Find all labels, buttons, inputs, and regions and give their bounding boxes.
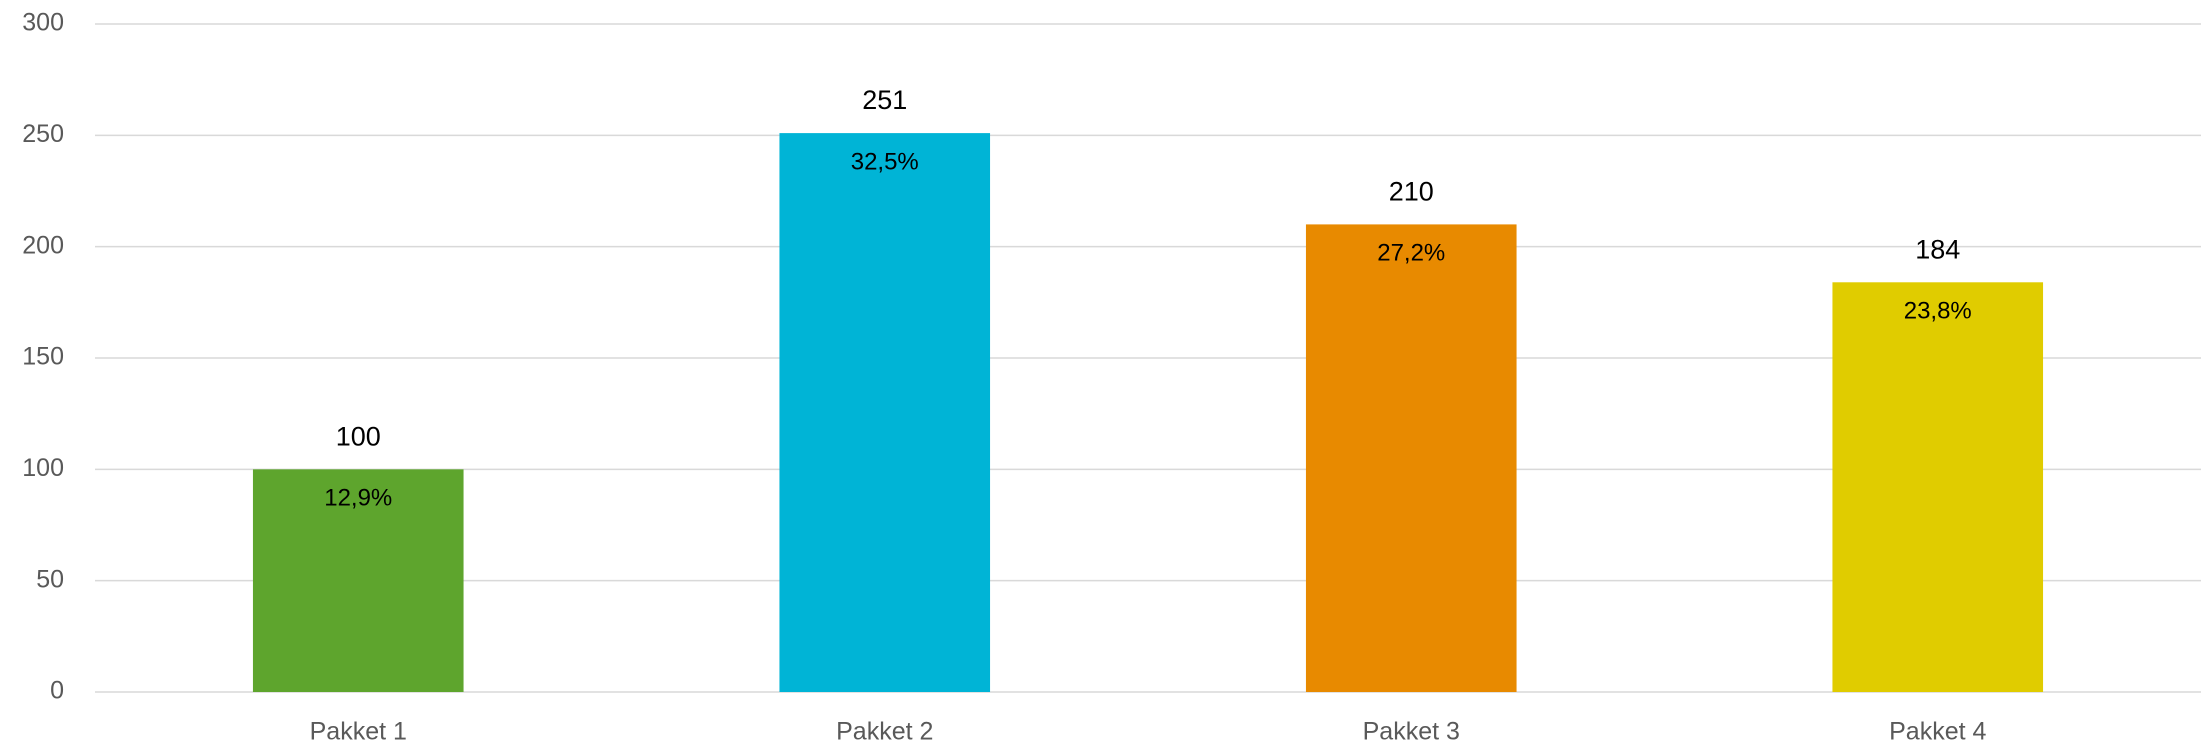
value-label: 100: [336, 421, 381, 451]
x-tick-label: Pakket 1: [310, 718, 407, 746]
value-label: 184: [1915, 234, 1960, 264]
x-tick-label: Pakket 2: [836, 718, 933, 746]
y-tick-label: 250: [22, 120, 64, 148]
x-tick-label: Pakket 4: [1889, 718, 1986, 746]
y-tick-label: 50: [36, 565, 64, 593]
y-tick-label: 150: [22, 343, 64, 371]
bar: [1305, 224, 1517, 692]
percent-label: 27,2%: [1377, 240, 1445, 267]
y-tick-label: 300: [22, 9, 64, 37]
percent-label: 23,8%: [1904, 298, 1972, 325]
x-tick-label: Pakket 3: [1363, 718, 1460, 746]
percent-label: 32,5%: [851, 148, 919, 175]
y-tick-label: 0: [50, 677, 64, 705]
bar: [779, 133, 991, 692]
y-tick-label: 200: [22, 231, 64, 259]
value-label: 251: [862, 85, 907, 115]
value-label: 210: [1389, 177, 1434, 207]
percent-label: 12,9%: [324, 485, 392, 512]
bar: [252, 469, 464, 692]
bar: [1832, 282, 2044, 692]
y-tick-label: 100: [22, 454, 64, 482]
